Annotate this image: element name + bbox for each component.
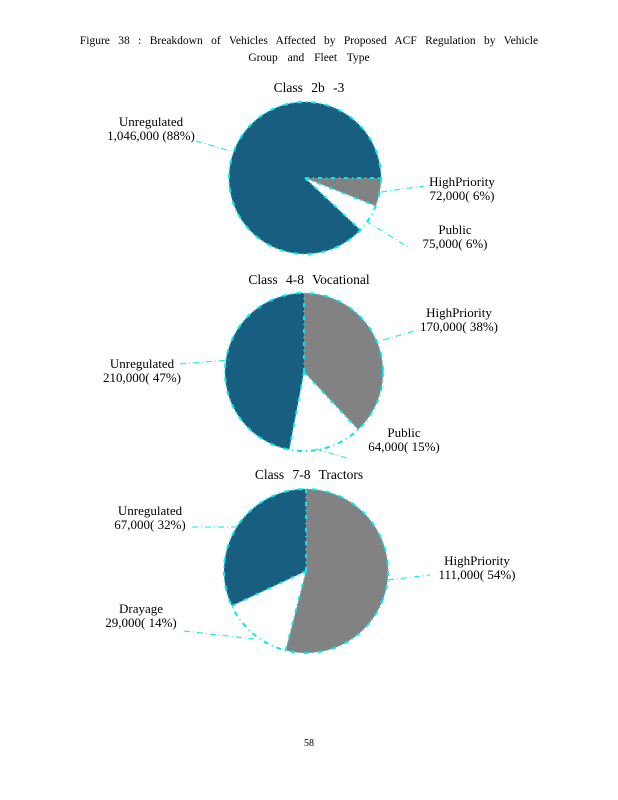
pie-1-group	[195, 101, 425, 255]
pie1-label-highpriority: HighPriority 72,000( 6%)	[377, 175, 547, 202]
pie3-label-unregulated-value: 67,000( 32%)	[114, 516, 186, 532]
label-leader-line	[195, 140, 235, 153]
pie1-label-unregulated-name: Unregulated	[118, 114, 184, 129]
pie-slice-highpriority	[304, 293, 384, 430]
pie-outline	[223, 488, 389, 654]
figure-caption-line2: Group and Fleet Type	[248, 52, 370, 64]
chart-title-class-4-8-vocational: Class 4-8 Vocational	[248, 272, 370, 287]
chart-title-class-2b-3: Class 2b -3	[273, 80, 345, 95]
pie1-label-highpriority-name: HighPriority	[429, 174, 495, 189]
label-leader-line	[387, 574, 431, 581]
pie2-label-unregulated-name: Unregulated	[109, 356, 175, 371]
pie-outline	[224, 292, 384, 452]
pie-slice-public	[305, 178, 376, 230]
label-leader-line	[315, 448, 351, 460]
pie2-label-highpriority: HighPriority 170,000( 38%)	[374, 306, 544, 333]
label-leader-line	[183, 630, 255, 640]
pie2-label-highpriority-name: HighPriority	[426, 305, 492, 320]
pie-3-group	[183, 488, 431, 654]
pie2-label-public-value: 64,000( 15%)	[368, 438, 440, 454]
pie3-label-unregulated-name: Unregulated	[117, 503, 183, 518]
pie-slice-public	[289, 372, 359, 452]
pie-slice-drayage	[231, 571, 306, 651]
pie1-label-public-value: 75,000( 6%)	[422, 235, 488, 251]
pie3-label-highpriority: HighPriority 111,000( 54%)	[392, 554, 562, 581]
pie-slice-separator	[284, 570, 307, 651]
pie-slice-separator	[231, 570, 307, 607]
pie1-label-public: Public 75,000( 6%)	[370, 223, 540, 250]
pie3-label-drayage-value: 29,000( 14%)	[105, 614, 177, 630]
pie2-label-public-name: Public	[387, 425, 421, 440]
figure-caption-line1: Figure 38 : Breakdown of Vehicles Affect…	[79, 35, 539, 47]
page-number: 58	[304, 738, 314, 749]
pie-slice-separator	[303, 371, 359, 431]
label-leader-line	[365, 220, 409, 248]
pie-slice-highpriority	[285, 488, 389, 653]
pie1-label-public-name: Public	[438, 222, 472, 237]
pie3-label-highpriority-name: HighPriority	[444, 553, 510, 568]
pie1-label-highpriority-value: 72,000( 6%)	[429, 187, 495, 203]
pie3-label-unregulated: Unregulated 67,000( 32%)	[65, 504, 235, 531]
chart-title-class-7-8-tractors: Class 7-8 Tractors	[254, 467, 364, 482]
pie3-label-highpriority-value: 111,000( 54%)	[438, 566, 516, 582]
pie-slice-unregulated	[224, 489, 306, 606]
pie1-label-unregulated-value: 1,046,000 (88%)	[107, 127, 195, 143]
label-leader-line	[179, 359, 230, 365]
pie-slice-separator	[288, 371, 305, 450]
pie-outline	[228, 101, 382, 255]
pie2-label-public: Public 64,000( 15%)	[319, 426, 489, 453]
pie3-label-drayage-name: Drayage	[118, 601, 164, 616]
pie3-label-drayage: Drayage 29,000( 14%)	[56, 602, 226, 629]
pie2-label-highpriority-value: 170,000( 38%)	[420, 318, 498, 334]
pie-2-group	[179, 292, 422, 460]
pie-slice-unregulated	[225, 293, 304, 450]
pie1-label-unregulated: Unregulated 1,046,000 (88%)	[66, 115, 236, 142]
pie2-label-unregulated-value: 210,000( 47%)	[103, 369, 181, 385]
pie2-label-unregulated: Unregulated 210,000( 47%)	[57, 357, 227, 384]
